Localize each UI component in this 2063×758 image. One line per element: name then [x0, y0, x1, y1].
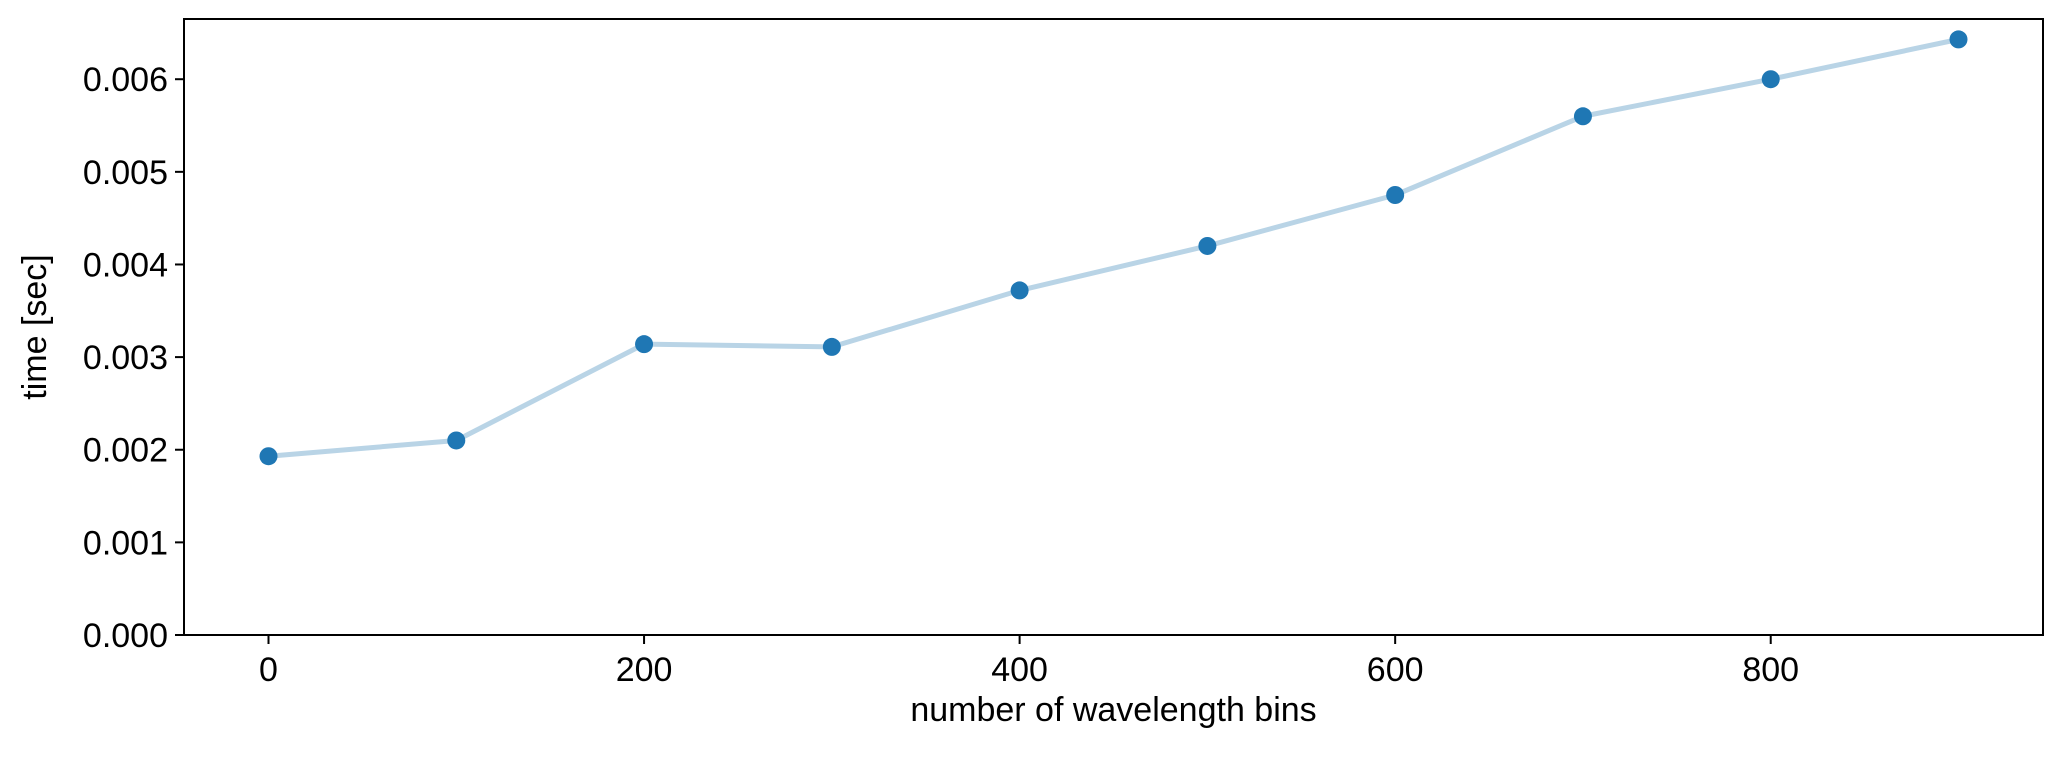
data-point: [1949, 30, 1968, 49]
data-point: [635, 335, 654, 354]
plot-frame: [183, 18, 2044, 636]
y-tick-label: 0.000: [83, 617, 168, 655]
y-tick-label: 0.005: [83, 154, 168, 192]
x-tick-label: 400: [991, 651, 1048, 689]
series-lines: [268, 36, 1960, 459]
x-tick-label: 600: [1367, 651, 1424, 689]
y-axis-label: time [sec]: [16, 254, 54, 399]
x-tick-label: 200: [616, 651, 673, 689]
x-axis: 0 200 400 600 800: [259, 635, 1799, 689]
series-markers: [259, 30, 1968, 466]
data-point: [1761, 70, 1780, 89]
x-tick-label: 0: [259, 651, 278, 689]
y-tick-label: 0.001: [83, 524, 168, 562]
data-point: [1198, 236, 1217, 255]
x-axis-label: number of wavelength bins: [910, 691, 1316, 729]
y-axis: 0.000 0.001 0.002 0.003 0.004 0.005 0.006: [83, 61, 184, 655]
data-point: [822, 337, 841, 356]
y-tick-label: 0.006: [83, 61, 168, 99]
data-point: [1573, 107, 1592, 126]
series-line: [268, 36, 1960, 459]
data-point: [259, 447, 278, 466]
data-point: [1010, 281, 1029, 300]
y-tick-label: 0.002: [83, 432, 168, 470]
data-point: [447, 431, 466, 450]
y-tick-label: 0.003: [83, 339, 168, 377]
y-tick-label: 0.004: [83, 246, 168, 284]
x-tick-label: 800: [1742, 651, 1799, 689]
data-point: [1386, 186, 1405, 204]
